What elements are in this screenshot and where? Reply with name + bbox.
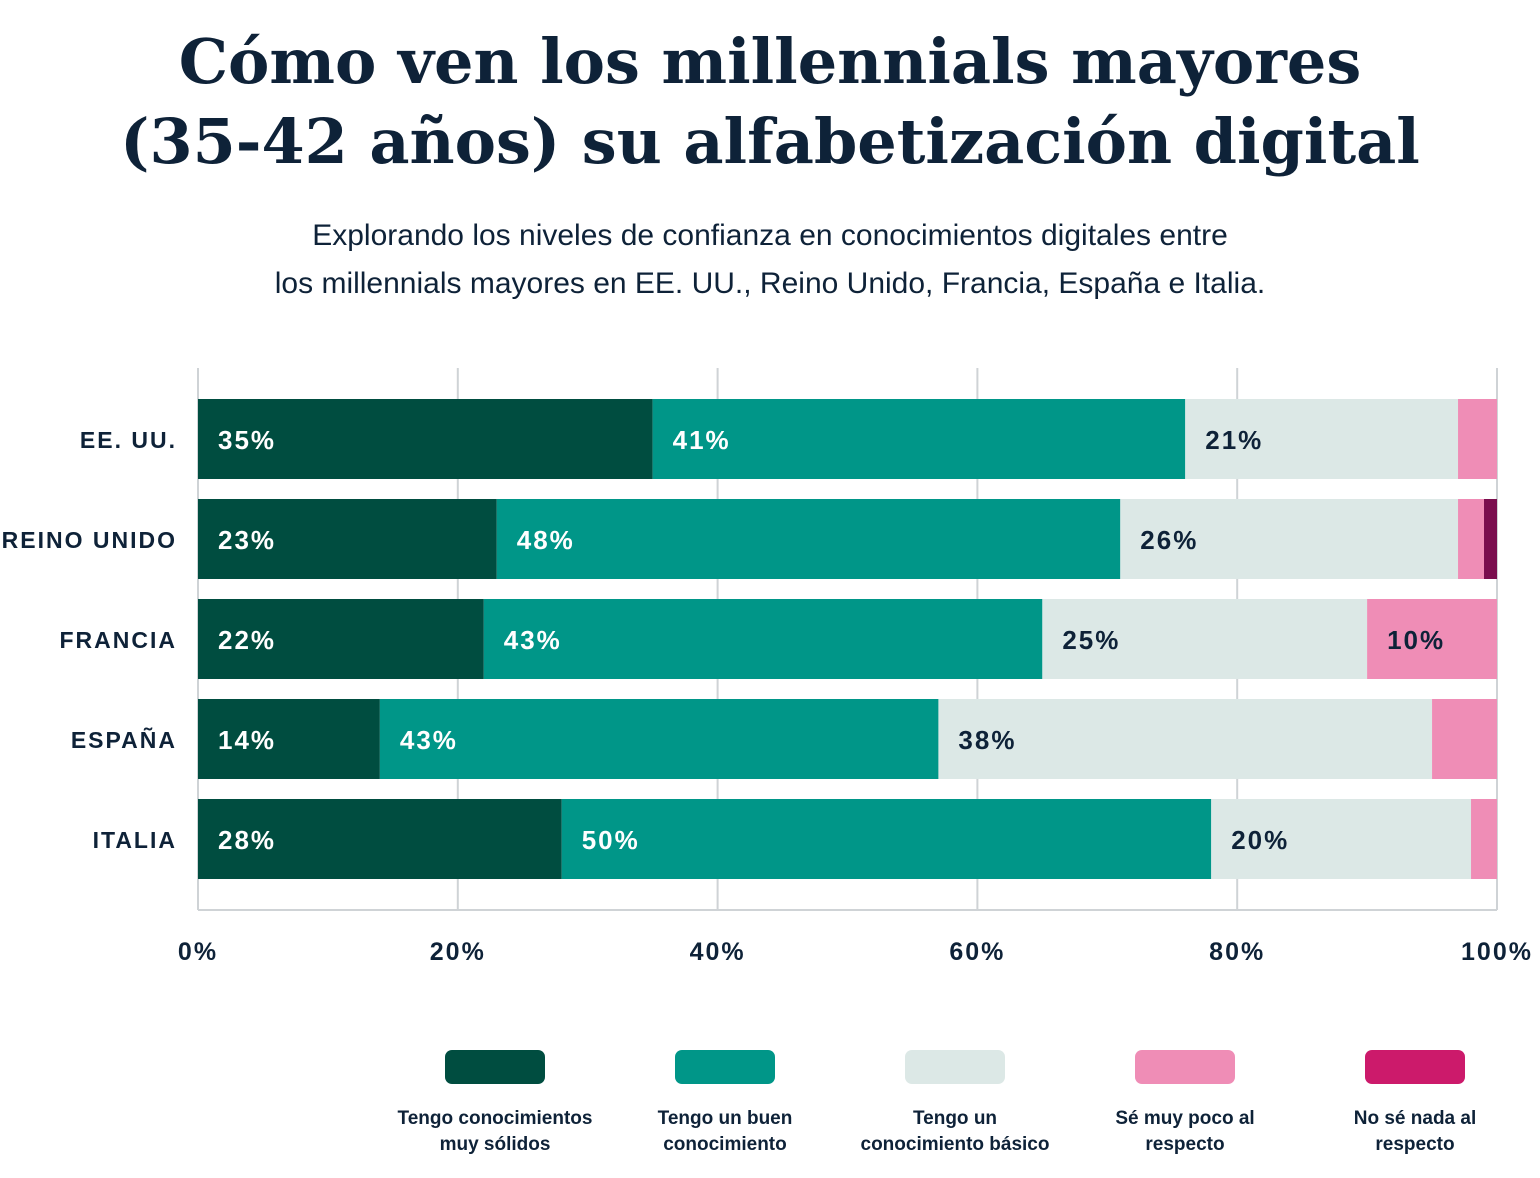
- bar-francia-series-2: [483, 599, 1043, 679]
- bar-ee-uu-series-3: [1185, 399, 1459, 479]
- legend-item-conocimiento-basico: Tengo un conocimiento básico: [840, 1050, 1070, 1158]
- legend-label-muy-solidos: Tengo conocimientos muy sólidos: [380, 1106, 610, 1158]
- x-tick-label-40: 40%: [690, 938, 746, 966]
- x-tick-label-60: 60%: [949, 938, 1005, 966]
- bar-ee-uu-series-4: [1458, 399, 1497, 479]
- legend-item-muy-poco: Sé muy poco al respecto: [1070, 1050, 1300, 1158]
- legend-label-nada-line1: No sé nada al: [1353, 1108, 1477, 1129]
- x-tick-label-0: 0%: [178, 938, 218, 966]
- legend-label-nada: No sé nada al respecto: [1300, 1106, 1530, 1158]
- bar-italia-series-1: [198, 799, 562, 879]
- legend-label-conocimiento-basico: Tengo un conocimiento básico: [840, 1106, 1070, 1158]
- stacked-bar-chart: 0% 20% 40% 60% 80% 100% EE. UU. 35% 41% 21% REINO …: [2, 368, 1533, 966]
- chart-title-line2: (35-42 años) su alfabetización digital: [120, 105, 1420, 178]
- data-label-italia-series-2: 50%: [582, 825, 640, 855]
- legend-label-conocimiento-basico-line2: conocimiento básico: [860, 1134, 1050, 1155]
- data-label-francia-series-4: 10%: [1387, 625, 1445, 655]
- legend-swatch-muy-solidos: [445, 1050, 545, 1084]
- legend-label-muy-poco-line1: Sé muy poco al: [1115, 1108, 1255, 1129]
- data-label-ee-uu-series-2: 41%: [673, 425, 731, 455]
- data-label-reino-unido-series-2: 48%: [517, 525, 575, 555]
- data-label-francia-series-3: 25%: [1062, 625, 1120, 655]
- data-label-espana-series-1: 14%: [218, 725, 276, 755]
- bar-italia-series-3: [1211, 799, 1472, 879]
- bar-reino-unido-series-3: [1120, 499, 1459, 579]
- chart-subtitle-line2: los millennials mayores en EE. UU., Rein…: [274, 267, 1266, 300]
- x-tick-label-20: 20%: [430, 938, 486, 966]
- legend-label-buen-conocimiento-line1: Tengo un buen: [657, 1108, 793, 1129]
- bar-reino-unido-series-2: [496, 499, 1121, 579]
- legend-label-nada-line2: respecto: [1375, 1134, 1455, 1155]
- legend-item-muy-solidos: Tengo conocimientos muy sólidos: [380, 1050, 610, 1158]
- x-tick-label-100: 100%: [1461, 938, 1533, 966]
- bar-italia-series-2: [561, 799, 1212, 879]
- bar-reino-unido-series-1: [198, 499, 497, 579]
- bar-ee-uu-series-1: [198, 399, 653, 479]
- legend-label-conocimiento-basico-line1: Tengo un: [912, 1108, 998, 1129]
- data-label-francia-series-1: 22%: [218, 625, 276, 655]
- bar-espana-series-2: [379, 699, 939, 779]
- legend-label-buen-conocimiento-line2: conocimiento: [663, 1134, 787, 1155]
- legend-label-buen-conocimiento: Tengo un buen conocimiento: [610, 1106, 840, 1158]
- category-label-francia: FRANCIA: [60, 627, 178, 653]
- data-label-italia-series-3: 20%: [1231, 825, 1289, 855]
- data-label-italia-series-1: 28%: [218, 825, 276, 855]
- bar-francia-series-3: [1042, 599, 1368, 679]
- bar-espana-series-4: [1432, 699, 1497, 779]
- chart-subtitle-line1: Explorando los niveles de confianza en c…: [312, 219, 1228, 252]
- chart-subtitle: Explorando los niveles de confianza en c…: [0, 212, 1540, 308]
- chart-title: Cómo ven los millennials mayores (35-42 …: [0, 22, 1540, 182]
- data-label-espana-series-3: 38%: [958, 725, 1016, 755]
- data-label-espana-series-2: 43%: [400, 725, 458, 755]
- bar-reino-unido-series-5: [1484, 499, 1497, 579]
- legend-label-muy-poco: Sé muy poco al respecto: [1070, 1106, 1300, 1158]
- legend-swatch-muy-poco: [1135, 1050, 1235, 1084]
- bar-reino-unido-series-4: [1458, 499, 1485, 579]
- legend-item-buen-conocimiento: Tengo un buen conocimiento: [610, 1050, 840, 1158]
- legend-item-nada: No sé nada al respecto: [1300, 1050, 1530, 1158]
- legend-swatch-nada: [1365, 1050, 1465, 1084]
- legend-swatch-buen-conocimiento: [675, 1050, 775, 1084]
- data-label-reino-unido-series-3: 26%: [1140, 525, 1198, 555]
- bar-ee-uu-series-2: [652, 399, 1186, 479]
- legend-label-muy-poco-line2: respecto: [1145, 1134, 1225, 1155]
- bar-italia-series-4: [1471, 799, 1497, 879]
- category-label-ee-uu: EE. UU.: [80, 427, 177, 453]
- bar-espana-series-1: [198, 699, 380, 779]
- data-label-ee-uu-series-1: 35%: [218, 425, 276, 455]
- legend: Tengo conocimientos muy sólidos Tengo un…: [370, 1050, 1530, 1170]
- bar-espana-series-3: [938, 699, 1433, 779]
- bar-francia-series-1: [198, 599, 484, 679]
- data-label-ee-uu-series-3: 21%: [1205, 425, 1263, 455]
- legend-label-muy-solidos-line1: Tengo conocimientos: [397, 1108, 593, 1129]
- category-label-reino-unido: REINO UNIDO: [2, 527, 177, 553]
- data-label-francia-series-2: 43%: [504, 625, 562, 655]
- legend-label-muy-solidos-line2: muy sólidos: [439, 1134, 551, 1155]
- category-label-espana: ESPAÑA: [71, 726, 177, 753]
- bar-francia-series-4: [1367, 599, 1497, 679]
- legend-swatch-conocimiento-basico: [905, 1050, 1005, 1084]
- x-tick-label-80: 80%: [1209, 938, 1265, 966]
- data-label-reino-unido-series-1: 23%: [218, 525, 276, 555]
- chart-title-line1: Cómo ven los millennials mayores: [178, 25, 1362, 98]
- category-label-italia: ITALIA: [93, 827, 177, 853]
